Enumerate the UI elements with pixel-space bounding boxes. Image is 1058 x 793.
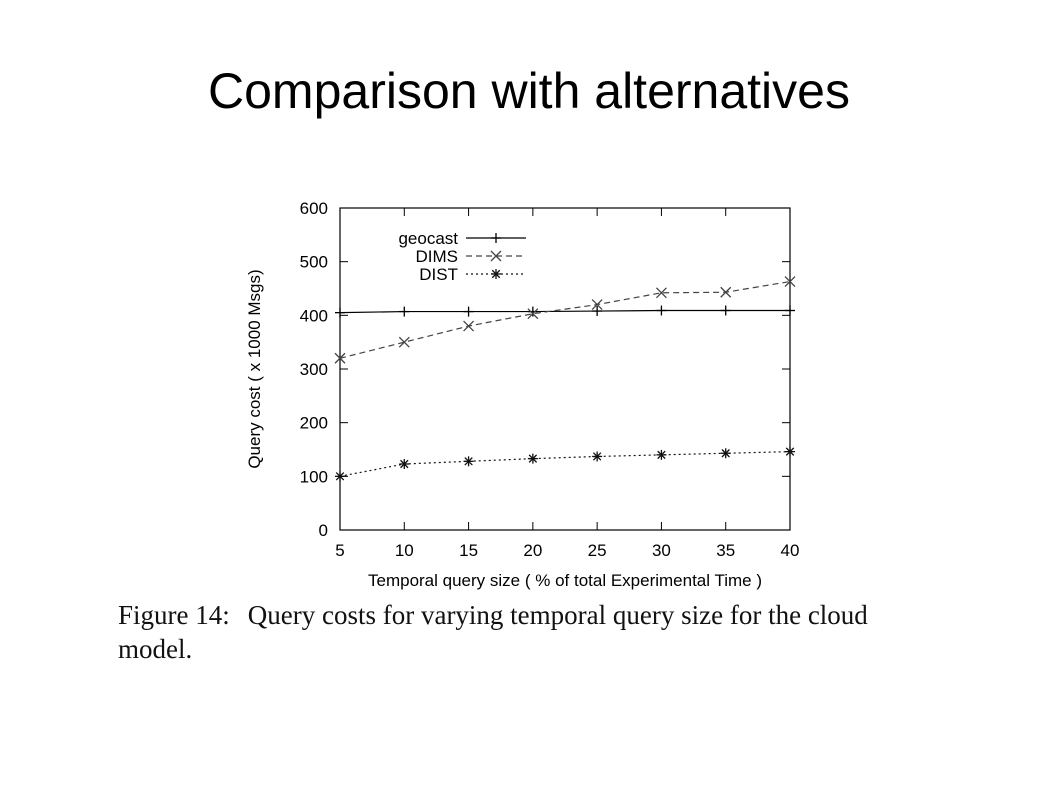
legend-label-dims: DIMS [416, 247, 459, 266]
y-tick-label: 600 [300, 199, 328, 218]
legend-marker-dist [491, 269, 501, 279]
x-axis-label: Temporal query size ( % of total Experim… [368, 571, 762, 590]
x-tick-label: 10 [395, 541, 414, 560]
data-point-geocast [335, 307, 345, 318]
slide-title: Comparison with alternatives [208, 63, 850, 119]
line-chart: 0 100 200 300 400 500 600 5 10 15 20 25 30 35 40 geoc… [245, 199, 799, 590]
data-point-dims [527, 308, 539, 320]
legend-marker-dims [490, 250, 502, 262]
y-tick-label: 100 [300, 467, 328, 486]
data-point-dist [785, 446, 795, 457]
y-tick-label: 200 [300, 414, 328, 433]
data-point-dist [463, 456, 474, 467]
x-tick-label: 30 [652, 541, 671, 560]
data-point-geocast [656, 305, 667, 316]
series-layer [334, 276, 796, 482]
data-point-dims [720, 286, 732, 298]
data-point-dist [399, 458, 410, 469]
legend-label-geocast: geocast [398, 229, 458, 248]
series-line-dist [339, 451, 791, 477]
data-point-dist [592, 451, 603, 462]
data-point-dims [591, 299, 603, 311]
x-axis-ticks: 5 10 15 20 25 30 35 40 [335, 208, 799, 560]
x-tick-label: 35 [716, 541, 735, 560]
data-point-dims [398, 336, 410, 348]
y-axis-ticks: 0 100 200 300 400 500 600 [300, 199, 790, 540]
data-point-geocast [785, 305, 795, 316]
data-point-dims [334, 352, 346, 364]
legend-marker-geocast [491, 233, 501, 243]
caption-text: Query costs for varying temporal query s… [118, 600, 868, 664]
data-point-dims [784, 276, 796, 287]
data-point-dist [720, 448, 731, 459]
data-point-geocast [399, 306, 410, 317]
data-point-dims [463, 320, 475, 332]
legend-label-dist: DIST [419, 265, 458, 284]
series-line-geocast [339, 309, 790, 314]
plot-frame [339, 207, 791, 531]
data-point-geocast [527, 306, 538, 317]
figure-label: Figure 14: [118, 600, 230, 630]
y-tick-label: 400 [300, 306, 328, 325]
figure-caption: Figure 14: Query costs for varying tempor… [118, 598, 948, 666]
data-point-dist [335, 471, 345, 482]
plot-border [339, 207, 791, 531]
x-tick-label: 5 [335, 541, 344, 560]
data-point-dist [656, 449, 667, 460]
data-point-geocast [720, 305, 731, 316]
series-line-dims [339, 280, 791, 359]
y-axis-label: Query cost ( x 1000 Msgs) [245, 269, 264, 468]
x-tick-label: 25 [588, 541, 607, 560]
data-point-geocast [463, 306, 474, 317]
y-tick-label: 0 [319, 521, 328, 540]
x-tick-label: 20 [523, 541, 542, 560]
x-tick-label: 15 [459, 541, 478, 560]
y-tick-label: 300 [300, 360, 328, 379]
data-point-geocast [592, 306, 603, 317]
data-point-dims [655, 287, 667, 299]
x-tick-label: 40 [781, 541, 800, 560]
data-point-dist [527, 453, 538, 464]
y-tick-label: 500 [300, 253, 328, 272]
